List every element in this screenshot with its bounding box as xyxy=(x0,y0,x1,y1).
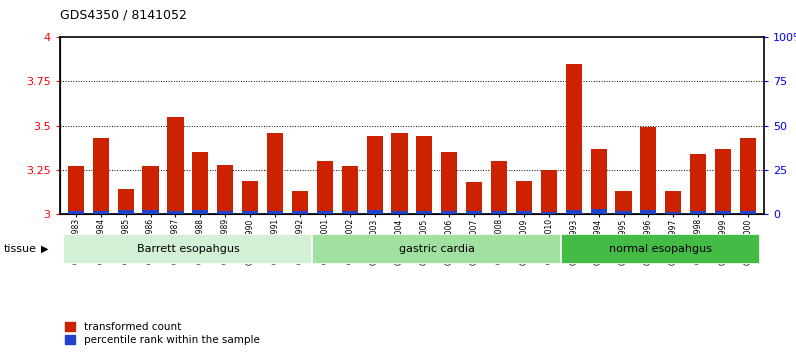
Text: ▶: ▶ xyxy=(41,244,49,254)
Bar xyxy=(341,211,357,214)
Bar xyxy=(92,138,109,214)
Bar xyxy=(68,166,84,214)
Text: tissue: tissue xyxy=(4,244,37,254)
Bar xyxy=(441,211,458,214)
Bar xyxy=(715,211,732,214)
Bar xyxy=(715,149,732,214)
Bar xyxy=(366,210,383,214)
Bar xyxy=(92,211,109,214)
Bar xyxy=(665,211,681,214)
Bar xyxy=(366,136,383,214)
Bar xyxy=(267,211,283,214)
Bar xyxy=(242,181,258,214)
Bar xyxy=(317,161,333,214)
Bar xyxy=(142,210,158,214)
Text: Barrett esopahgus: Barrett esopahgus xyxy=(137,244,240,254)
Text: normal esopahgus: normal esopahgus xyxy=(610,244,712,254)
Bar xyxy=(217,165,233,214)
Bar xyxy=(540,170,557,214)
Bar xyxy=(540,211,557,214)
Bar xyxy=(740,138,756,214)
Bar xyxy=(167,117,184,214)
Bar xyxy=(740,211,756,214)
Bar xyxy=(566,210,582,214)
Bar xyxy=(64,234,312,264)
Bar xyxy=(317,211,333,214)
Bar xyxy=(217,211,233,214)
Text: GDS4350 / 8141052: GDS4350 / 8141052 xyxy=(60,9,186,22)
Bar xyxy=(591,149,607,214)
Bar xyxy=(491,211,507,214)
Bar xyxy=(466,211,482,214)
Bar xyxy=(292,211,308,214)
Bar xyxy=(690,154,706,214)
Bar xyxy=(640,210,657,214)
Bar xyxy=(267,133,283,214)
Bar xyxy=(416,136,432,214)
Bar xyxy=(441,152,458,214)
Bar xyxy=(193,152,209,214)
Bar xyxy=(118,210,134,214)
Bar xyxy=(591,209,607,214)
Bar xyxy=(242,211,258,214)
Bar xyxy=(392,211,408,214)
Bar xyxy=(516,181,532,214)
Bar xyxy=(292,191,308,214)
Legend: transformed count, percentile rank within the sample: transformed count, percentile rank withi… xyxy=(65,322,259,345)
Bar xyxy=(193,210,209,214)
Bar xyxy=(690,211,706,214)
Text: gastric cardia: gastric cardia xyxy=(399,244,475,254)
Bar xyxy=(118,189,134,214)
Bar xyxy=(416,211,432,214)
Bar xyxy=(640,127,657,214)
Bar xyxy=(392,133,408,214)
Bar xyxy=(566,64,582,214)
Bar xyxy=(491,161,507,214)
Bar xyxy=(561,234,760,264)
Bar xyxy=(312,234,561,264)
Bar xyxy=(68,211,84,214)
Bar xyxy=(341,166,357,214)
Bar xyxy=(167,211,184,214)
Bar xyxy=(665,191,681,214)
Bar xyxy=(615,191,631,214)
Bar xyxy=(516,211,532,214)
Bar xyxy=(466,182,482,214)
Bar xyxy=(142,166,158,214)
Bar xyxy=(615,211,631,214)
